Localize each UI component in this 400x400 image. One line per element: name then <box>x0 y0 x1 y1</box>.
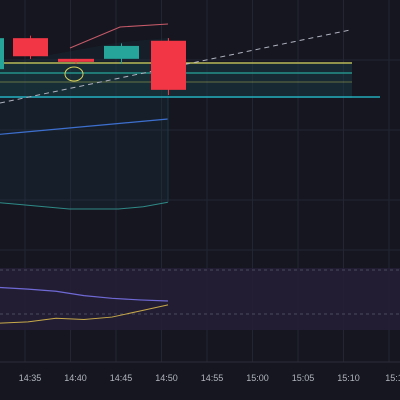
lower-band-line <box>0 201 169 210</box>
time-tick-label: 14:35 <box>19 373 42 383</box>
chart-grid <box>0 0 400 362</box>
time-tick-label: 15:05 <box>292 373 315 383</box>
oscillator-pane <box>0 268 400 363</box>
candle-body[interactable] <box>151 40 186 90</box>
time-tick-label: 15:1 <box>385 373 400 383</box>
time-tick-label: 14:50 <box>155 373 178 383</box>
candle-body[interactable] <box>0 38 4 70</box>
upper-band-line <box>69 23 169 49</box>
time-tick-label: 14:40 <box>64 373 87 383</box>
time-tick-label: 15:10 <box>337 373 360 383</box>
oscillator-background <box>0 268 400 330</box>
dashed-trendline[interactable] <box>0 29 351 104</box>
trendline <box>0 29 351 104</box>
time-tick-label: 14:55 <box>201 373 224 383</box>
candle-body[interactable] <box>104 45 139 59</box>
candle-body[interactable] <box>58 58 94 62</box>
price-levels <box>0 62 380 98</box>
middle-band-line <box>0 118 169 135</box>
marker-circle[interactable] <box>64 66 84 82</box>
candle-body[interactable] <box>13 38 48 57</box>
candles <box>0 35 186 95</box>
time-axis: 14:35 14:40 14:45 14:50 14:55 15:00 15:05 15:10… <box>19 373 400 383</box>
oscillator-signal-line <box>0 304 169 324</box>
time-tick-label: 15:00 <box>246 373 269 383</box>
oscillator-main-line <box>0 286 169 302</box>
time-tick-label: 14:45 <box>110 373 133 383</box>
